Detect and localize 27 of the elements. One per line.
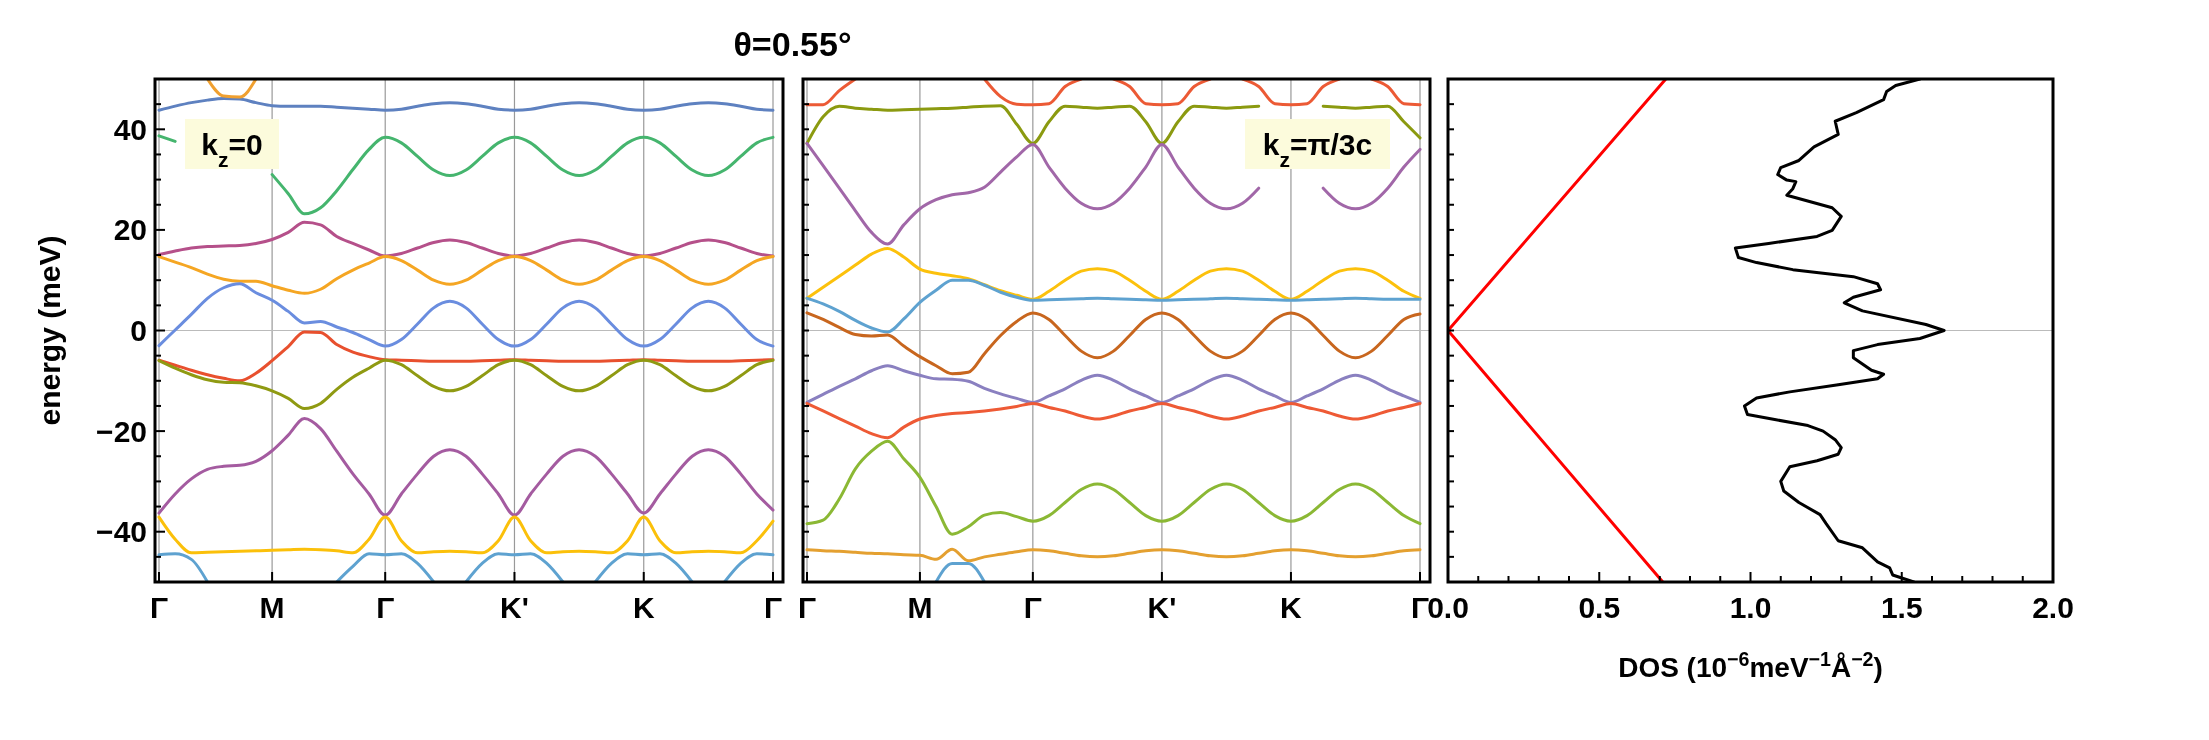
- y-tick-label: 0: [130, 314, 147, 347]
- x-tick-label: 0.0: [1427, 591, 1469, 624]
- x-tick-label: K': [1147, 591, 1177, 624]
- y-axis-title: energy (meV): [33, 235, 66, 426]
- x-tick-label: 2.0: [2032, 591, 2074, 624]
- x-tick-label: 1.0: [1729, 591, 1772, 624]
- chart-title: θ=0.55°: [733, 25, 852, 63]
- x-tick-label: Γ: [149, 591, 169, 624]
- x-tick-label: K: [1280, 591, 1303, 624]
- x-axis-title: DOS (10$^{−6}$meV$^{−1}$Å$^{−2}$): [1618, 648, 1883, 683]
- x-tick-label: 0.5: [1578, 591, 1621, 624]
- y-tick-label: −40: [96, 515, 147, 549]
- x-tick-label: M: [907, 591, 933, 624]
- y-tick-label: −20: [96, 414, 147, 448]
- x-tick-label: Γ: [797, 591, 817, 624]
- x-tick-label: K': [500, 591, 529, 624]
- x-tick-label: Γ: [376, 591, 395, 624]
- x-tick-label: K: [632, 591, 655, 624]
- annotation: k$_{z}$=π/3c: [1262, 128, 1373, 171]
- x-tick-label: M: [259, 591, 285, 624]
- x-tick-label: Γ: [763, 591, 783, 624]
- y-tick-label: 40: [113, 112, 147, 146]
- x-tick-label: Γ: [1023, 591, 1042, 624]
- x-tick-label: 1.5: [1880, 591, 1923, 624]
- x-tick-label: Γ: [1410, 591, 1430, 624]
- annotation: k$_{z}$=0: [201, 128, 263, 171]
- y-tick-label: 20: [113, 213, 147, 247]
